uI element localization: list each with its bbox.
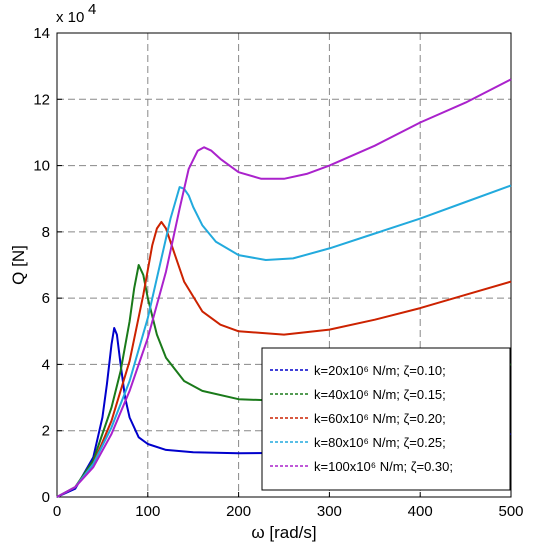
series-line-3 [56,220,512,498]
legend: k=20x10⁶ N/m; ζ=0.10; k=40x10⁶ N/m; ζ=0.1… [261,347,511,491]
x-tick-label: 500 [498,503,523,520]
series-line-5 [56,78,512,498]
x-tick-label: 100 [135,503,160,520]
x-tick-label: 300 [317,503,342,520]
plot-area-frame [56,32,512,498]
y-tick-label: 0 [42,489,50,506]
axis-ticks: 0 100 200 300 400 500 0 2 4 6 8 10 12 14 [33,25,523,520]
legend-entries: k=20x10⁶ N/m; ζ=0.10; k=40x10⁶ N/m; ζ=0.1… [270,363,453,474]
y-tick-label: 10 [33,158,50,175]
series-line-4 [56,184,512,498]
x-axis-label: ω [rad/s] [251,523,316,542]
legend-label-5: k=100x10⁶ N/m; ζ=0.30; [314,459,453,474]
y-tick-label: 6 [42,290,50,307]
y-tick-label: 12 [33,91,50,108]
y-multiplier: x 10 4 [56,1,96,26]
y-multiplier-label: x 10 [56,9,84,26]
grid-lines [57,33,511,497]
series-lines [56,78,512,498]
legend-label-4: k=80x10⁶ N/m; ζ=0.25; [314,435,446,450]
legend-label-2: k=40x10⁶ N/m; ζ=0.15; [314,387,446,402]
x-tick-label: 200 [226,503,251,520]
y-tick-label: 14 [33,25,50,42]
y-axis-label: Q [N] [9,245,28,285]
legend-label-3: k=60x10⁶ N/m; ζ=0.20; [314,411,446,426]
y-tick-label: 2 [42,423,50,440]
y-tick-label: 8 [42,224,50,241]
legend-label-1: k=20x10⁶ N/m; ζ=0.10; [314,363,446,378]
x-tick-label: 400 [408,503,433,520]
y-tick-label: 4 [42,356,50,373]
x-tick-label: 0 [53,503,61,520]
legend-box [261,347,511,491]
y-multiplier-exponent: 4 [88,1,96,18]
